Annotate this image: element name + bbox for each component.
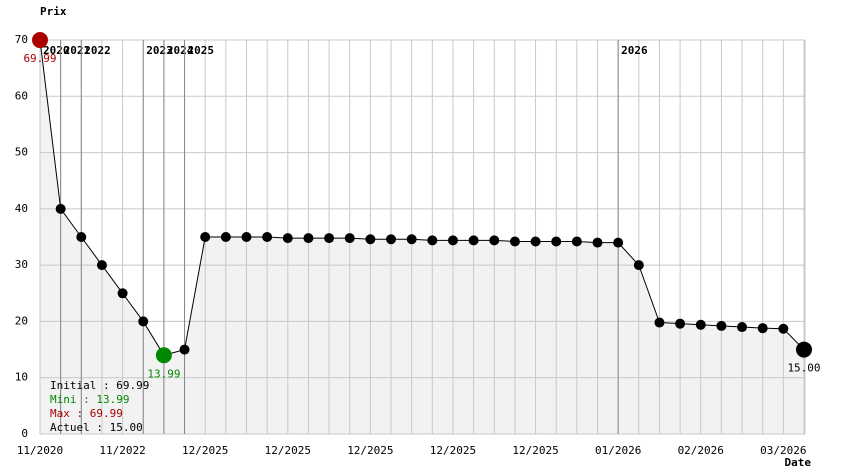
value-label: 15.00 bbox=[787, 362, 820, 375]
point bbox=[447, 235, 458, 246]
point bbox=[262, 232, 273, 242]
point bbox=[220, 232, 231, 242]
summary-line: Mini : 13.99 bbox=[50, 393, 129, 406]
point bbox=[200, 232, 211, 242]
year-label: 2021 bbox=[64, 44, 91, 57]
x-tick-label: 03/2026 bbox=[760, 444, 806, 457]
summary-line: Initial : 69.99 bbox=[50, 379, 149, 392]
area bbox=[40, 40, 804, 435]
point bbox=[117, 288, 128, 299]
point bbox=[76, 232, 87, 242]
point bbox=[716, 320, 727, 331]
point bbox=[303, 233, 314, 244]
x-tick-label: 12/2025 bbox=[347, 444, 393, 457]
value-label: 69.99 bbox=[23, 52, 56, 65]
point bbox=[406, 234, 417, 245]
year-label: 2025 bbox=[188, 44, 215, 57]
year-label: 2026 bbox=[621, 44, 648, 57]
x-tick-label: 12/2025 bbox=[265, 444, 311, 457]
point bbox=[654, 317, 665, 328]
point bbox=[138, 316, 149, 327]
x-tick-label: 01/2026 bbox=[595, 444, 641, 457]
point bbox=[530, 236, 541, 247]
summary-line: Max : 69.99 bbox=[50, 407, 123, 420]
y-tick-label: 70 bbox=[15, 33, 28, 46]
year-label: 2020 bbox=[43, 44, 70, 57]
y-tick-label: 50 bbox=[15, 146, 28, 159]
point bbox=[592, 237, 603, 248]
point bbox=[427, 235, 438, 246]
point bbox=[468, 235, 479, 246]
point bbox=[551, 236, 562, 247]
point bbox=[282, 233, 293, 244]
point bbox=[155, 347, 172, 364]
x-tick-label: 12/2025 bbox=[182, 444, 228, 457]
x-tick-label: 12/2025 bbox=[430, 444, 476, 457]
x-tick-label: 11/2020 bbox=[17, 444, 63, 457]
point bbox=[737, 322, 748, 333]
point bbox=[613, 237, 624, 248]
y-tick-label: 40 bbox=[15, 202, 28, 215]
point bbox=[489, 235, 500, 246]
year-label: 2022 bbox=[84, 44, 111, 57]
point bbox=[179, 344, 190, 355]
y-tick-label: 0 bbox=[21, 427, 28, 440]
point bbox=[796, 341, 812, 358]
point bbox=[324, 233, 335, 244]
point bbox=[386, 234, 397, 245]
year-label: 2024 bbox=[167, 44, 194, 57]
point bbox=[778, 323, 789, 334]
point bbox=[509, 236, 520, 247]
point bbox=[32, 32, 48, 49]
x-tick-label: 11/2022 bbox=[99, 444, 145, 457]
point bbox=[55, 203, 66, 214]
point bbox=[344, 233, 355, 244]
x-tick-label: 02/2026 bbox=[678, 444, 724, 457]
value-label: 13.99 bbox=[147, 367, 180, 380]
y-axis-label: Prix bbox=[40, 5, 67, 18]
x-axis-label: Date bbox=[785, 456, 812, 469]
x-tick-label: 12/2025 bbox=[512, 444, 558, 457]
point bbox=[757, 323, 768, 334]
y-tick-label: 60 bbox=[15, 89, 28, 102]
point bbox=[633, 260, 644, 271]
point bbox=[695, 319, 706, 330]
summary-line: Actuel : 15.00 bbox=[50, 421, 143, 434]
y-tick-label: 10 bbox=[15, 371, 28, 384]
point bbox=[571, 236, 582, 247]
point bbox=[241, 232, 252, 242]
point bbox=[675, 318, 686, 329]
y-tick-label: 30 bbox=[15, 258, 28, 271]
point bbox=[365, 234, 376, 245]
year-label: 2023 bbox=[146, 44, 173, 57]
point bbox=[96, 260, 107, 271]
y-tick-label: 20 bbox=[15, 314, 28, 327]
